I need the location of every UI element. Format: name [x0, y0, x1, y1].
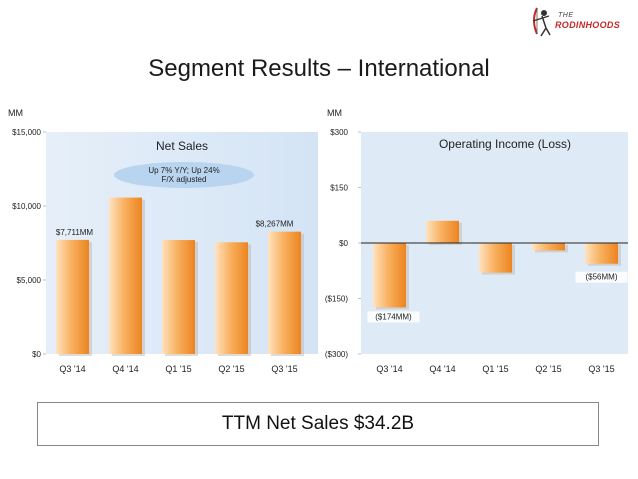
chart2-ytick-label: $0: [339, 239, 348, 248]
chart1-unit-label: MM: [8, 108, 23, 118]
chart1-ytick-label: $0: [32, 350, 41, 359]
rodinhoods-logo: [532, 7, 551, 37]
chart1-xtick-label: Q3 '14: [59, 364, 85, 374]
chart2-data-label: ($174MM): [375, 312, 412, 321]
page-title: Segment Results – International: [148, 55, 490, 82]
chart2-ytick-label: ($150): [325, 295, 348, 304]
chart1-callout-bubble: [114, 162, 254, 188]
chart1-title: Net Sales: [156, 139, 208, 153]
logo-line1: THE: [558, 12, 574, 19]
chart2-xtick-label: Q3 '15: [588, 364, 614, 374]
chart2-bar-3: [479, 243, 512, 273]
chart2-xtick-label: Q2 '15: [535, 364, 561, 374]
chart2-bar-4: [532, 243, 565, 251]
chart1-data-label: $7,711MM: [56, 228, 94, 237]
chart1-data-label: $8,267MM: [256, 220, 294, 229]
chart2-data-label-bg: [575, 271, 628, 283]
chart2-ytick-label: $300: [330, 128, 348, 137]
archer-icon: [532, 7, 551, 37]
chart1-bar-1: [56, 239, 89, 354]
chart1-bar-4: [215, 242, 248, 354]
chart1-bar-3: [162, 240, 195, 354]
chart1-xtick-label: Q2 '15: [218, 364, 244, 374]
chart1-xtick-label: Q4 '14: [112, 364, 138, 374]
chart1-bar-5: [268, 231, 301, 354]
chart1-ytick-label: $10,000: [12, 202, 41, 211]
chart1-ytick-label: $15,000: [12, 128, 41, 137]
chart1-callout-line: Up 7% Y/Y; Up 24%: [148, 166, 219, 175]
chart2-xtick-label: Q4 '14: [429, 364, 455, 374]
chart2-title: Operating Income (Loss): [439, 137, 571, 151]
chart2-unit-label: MM: [327, 108, 342, 118]
chart2-ytick-label: $150: [330, 184, 348, 193]
ttm-net-sales-box: TTM Net Sales $34.2B: [37, 402, 599, 446]
ttm-net-sales-text: TTM Net Sales $34.2B: [221, 413, 415, 434]
chart1-ytick-label: $5,000: [17, 276, 42, 285]
chart2-bar-1: [373, 243, 406, 308]
chart2-ytick-label: ($300): [325, 350, 348, 359]
logo-line2: RODINHOODS: [555, 20, 621, 30]
chart2-bar-5: [585, 243, 618, 264]
chart2-data-label: ($56MM): [585, 273, 617, 282]
chart2-data-label-bg: [367, 311, 420, 323]
chart1-xtick-label: Q1 '15: [165, 364, 191, 374]
chart1-bar-2: [109, 197, 142, 354]
chart2-xtick-label: Q1 '15: [482, 364, 508, 374]
chart1-callout-line: F/X adjusted: [162, 175, 207, 184]
chart1-xtick-label: Q3 '15: [271, 364, 297, 374]
chart2-xtick-label: Q3 '14: [376, 364, 402, 374]
chart2-bar-2: [426, 220, 459, 243]
